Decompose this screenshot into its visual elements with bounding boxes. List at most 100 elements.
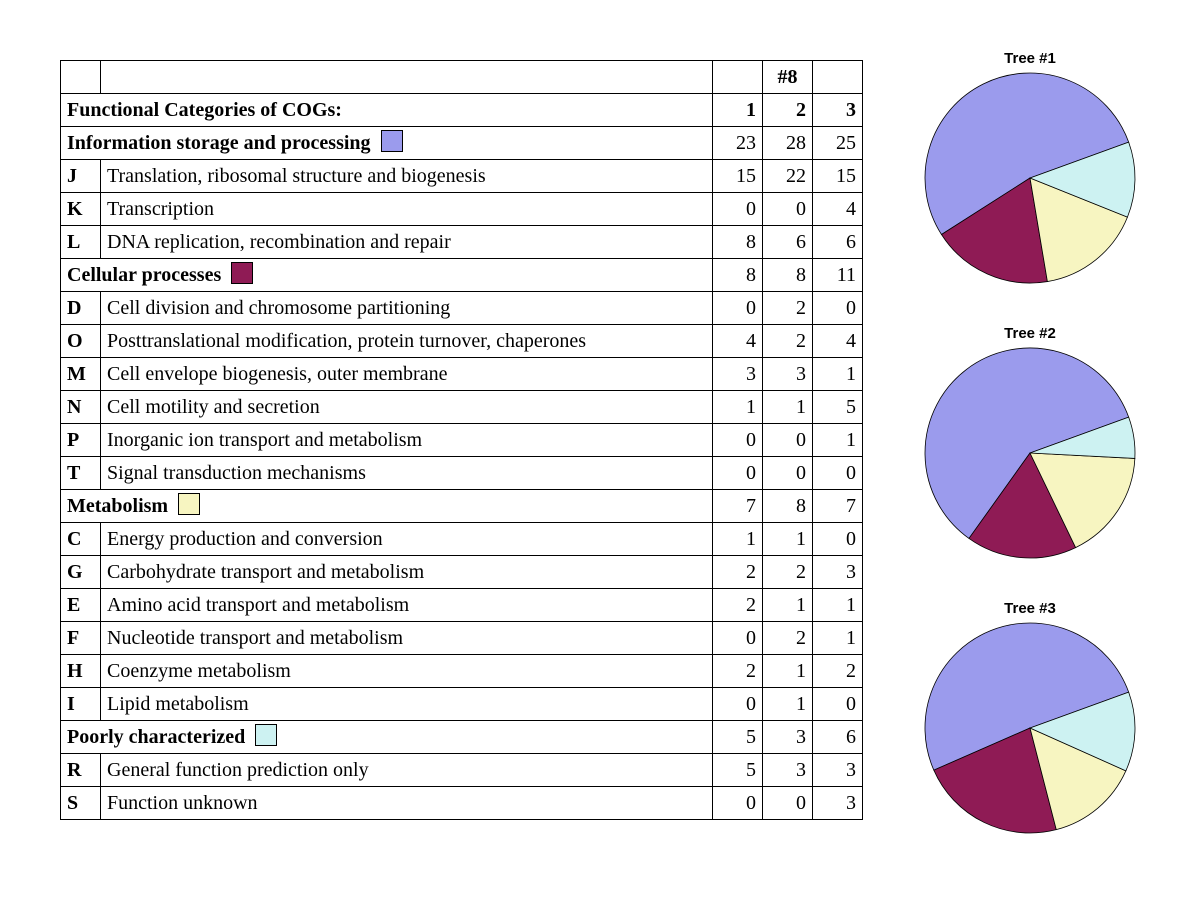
- row-code-F: F: [61, 622, 101, 655]
- cell-L-3: 6: [813, 226, 863, 259]
- row-code-O: O: [61, 325, 101, 358]
- row-code-T: T: [61, 457, 101, 490]
- section-total-metab-1: 7: [713, 490, 763, 523]
- cell-E-3: 1: [813, 589, 863, 622]
- legend-swatch-info: [381, 130, 403, 152]
- section-total-metab-3: 7: [813, 490, 863, 523]
- section-total-poor-3: 6: [813, 721, 863, 754]
- row-label-P: Inorganic ion transport and metabolism: [101, 424, 713, 457]
- pie-title-3: Tree #3: [900, 600, 1160, 617]
- cell-E-1: 2: [713, 589, 763, 622]
- row-label-C: Energy production and conversion: [101, 523, 713, 556]
- section-title-poor: Poorly characterized: [61, 721, 713, 754]
- row-label-H: Coenzyme metabolism: [101, 655, 713, 688]
- cell-G-2: 2: [763, 556, 813, 589]
- section-total-info-1: 23: [713, 127, 763, 160]
- column-header-3: 3: [813, 94, 863, 127]
- cell-P-1: 0: [713, 424, 763, 457]
- table-heading: Functional Categories of COGs:: [61, 94, 713, 127]
- column-header-2: 2: [763, 94, 813, 127]
- cell-T-1: 0: [713, 457, 763, 490]
- pie-title-1: Tree #1: [900, 50, 1160, 67]
- cell-F-1: 0: [713, 622, 763, 655]
- cell-S-2: 0: [763, 787, 813, 820]
- cell-T-3: 0: [813, 457, 863, 490]
- cell-O-3: 4: [813, 325, 863, 358]
- cell-C-1: 1: [713, 523, 763, 556]
- section-total-info-2: 28: [763, 127, 813, 160]
- pie-title-2: Tree #2: [900, 325, 1160, 342]
- cell-I-1: 0: [713, 688, 763, 721]
- cell-P-2: 0: [763, 424, 813, 457]
- cell-R-3: 3: [813, 754, 863, 787]
- pie-charts-container: Tree #1 Tree #2 Tree #3: [900, 50, 1160, 875]
- section-title-cell: Cellular processes: [61, 259, 713, 292]
- row-label-F: Nucleotide transport and metabolism: [101, 622, 713, 655]
- cell-N-3: 5: [813, 391, 863, 424]
- row-code-D: D: [61, 292, 101, 325]
- cell-N-2: 1: [763, 391, 813, 424]
- row-label-I: Lipid metabolism: [101, 688, 713, 721]
- row-label-E: Amino acid transport and metabolism: [101, 589, 713, 622]
- cell-I-3: 0: [813, 688, 863, 721]
- cell-S-1: 0: [713, 787, 763, 820]
- section-total-cell-1: 8: [713, 259, 763, 292]
- legend-swatch-metab: [178, 493, 200, 515]
- section-total-metab-2: 8: [763, 490, 813, 523]
- cell-M-3: 1: [813, 358, 863, 391]
- cell-H-2: 1: [763, 655, 813, 688]
- cell-L-2: 6: [763, 226, 813, 259]
- cell-O-1: 4: [713, 325, 763, 358]
- cell-R-2: 3: [763, 754, 813, 787]
- section-total-info-3: 25: [813, 127, 863, 160]
- cell-L-1: 8: [713, 226, 763, 259]
- cell-G-1: 2: [713, 556, 763, 589]
- row-code-E: E: [61, 589, 101, 622]
- row-code-R: R: [61, 754, 101, 787]
- row-label-D: Cell division and chromosome partitionin…: [101, 292, 713, 325]
- row-label-K: Transcription: [101, 193, 713, 226]
- cell-J-1: 15: [713, 160, 763, 193]
- row-label-N: Cell motility and secretion: [101, 391, 713, 424]
- row-label-O: Posttranslational modification, protein …: [101, 325, 713, 358]
- cell-T-2: 0: [763, 457, 813, 490]
- row-code-N: N: [61, 391, 101, 424]
- row-label-M: Cell envelope biogenesis, outer membrane: [101, 358, 713, 391]
- legend-swatch-poor: [255, 724, 277, 746]
- pie-chart-3: Tree #3: [900, 600, 1160, 835]
- row-label-S: Function unknown: [101, 787, 713, 820]
- cell-M-2: 3: [763, 358, 813, 391]
- row-code-P: P: [61, 424, 101, 457]
- cell-C-2: 1: [763, 523, 813, 556]
- row-code-J: J: [61, 160, 101, 193]
- row-code-L: L: [61, 226, 101, 259]
- cell-I-2: 1: [763, 688, 813, 721]
- cell-K-2: 0: [763, 193, 813, 226]
- row-code-S: S: [61, 787, 101, 820]
- cell-J-3: 15: [813, 160, 863, 193]
- cell-D-1: 0: [713, 292, 763, 325]
- column-header-1: 1: [713, 94, 763, 127]
- row-code-M: M: [61, 358, 101, 391]
- section-total-cell-3: 11: [813, 259, 863, 292]
- legend-swatch-cell: [231, 262, 253, 284]
- cell-F-3: 1: [813, 622, 863, 655]
- row-code-G: G: [61, 556, 101, 589]
- row-label-L: DNA replication, recombination and repai…: [101, 226, 713, 259]
- row-code-I: I: [61, 688, 101, 721]
- row-code-K: K: [61, 193, 101, 226]
- cell-O-2: 2: [763, 325, 813, 358]
- cell-H-3: 2: [813, 655, 863, 688]
- section-total-poor-2: 3: [763, 721, 813, 754]
- cell-D-2: 2: [763, 292, 813, 325]
- section-total-cell-2: 8: [763, 259, 813, 292]
- cell-D-3: 0: [813, 292, 863, 325]
- cell-C-3: 0: [813, 523, 863, 556]
- cell-G-3: 3: [813, 556, 863, 589]
- row-label-R: General function prediction only: [101, 754, 713, 787]
- pie-chart-2: Tree #2: [900, 325, 1160, 560]
- cell-R-1: 5: [713, 754, 763, 787]
- row-label-G: Carbohydrate transport and metabolism: [101, 556, 713, 589]
- cog-table-container: #8Functional Categories of COGs:123Infor…: [60, 60, 863, 820]
- cell-J-2: 22: [763, 160, 813, 193]
